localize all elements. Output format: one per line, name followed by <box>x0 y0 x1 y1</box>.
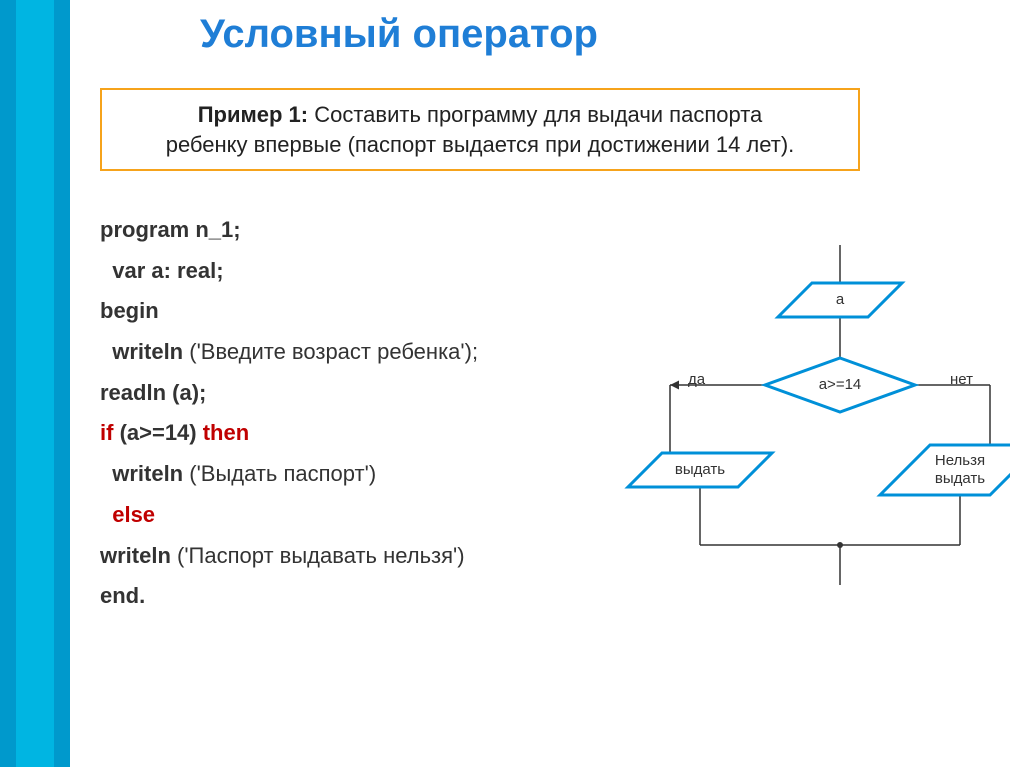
flowchart: aa>=14данетвыдатьНельзявыдать <box>590 240 1010 610</box>
code-l8: else <box>100 495 620 536</box>
code-l4: writeln ('Введите возраст ребенка'); <box>100 332 620 373</box>
example-box: Пример 1: Составить программу для выдачи… <box>100 88 860 171</box>
svg-text:Нельзя: Нельзя <box>935 452 985 469</box>
svg-text:да: да <box>688 371 706 388</box>
page-title: Условный оператор <box>200 12 598 57</box>
code-l10: end. <box>100 576 620 617</box>
code-l6: if (a>=14) then <box>100 413 620 454</box>
svg-text:выдать: выдать <box>675 461 725 478</box>
example-label: Пример 1: <box>198 102 308 127</box>
example-text-2: ребенку впервые (паспорт выдается при до… <box>166 132 795 157</box>
code-l1: program n_1; <box>100 210 620 251</box>
svg-text:a: a <box>836 291 845 308</box>
svg-text:нет: нет <box>950 371 973 388</box>
svg-text:a>=14: a>=14 <box>819 376 862 393</box>
code-l5: readln (a); <box>100 373 620 414</box>
code-l9: writeln ('Паспорт выдавать нельзя') <box>100 536 620 577</box>
code-l2: var a: real; <box>100 251 620 292</box>
sidebar-inner-stripe <box>16 0 54 767</box>
code-block: program n_1; var a: real; begin writeln … <box>100 210 620 617</box>
svg-text:выдать: выдать <box>935 470 985 487</box>
code-l3: begin <box>100 291 620 332</box>
code-l7: writeln ('Выдать паспорт') <box>100 454 620 495</box>
example-text-1: Составить программу для выдачи паспорта <box>308 102 762 127</box>
sidebar-stripe <box>0 0 70 767</box>
